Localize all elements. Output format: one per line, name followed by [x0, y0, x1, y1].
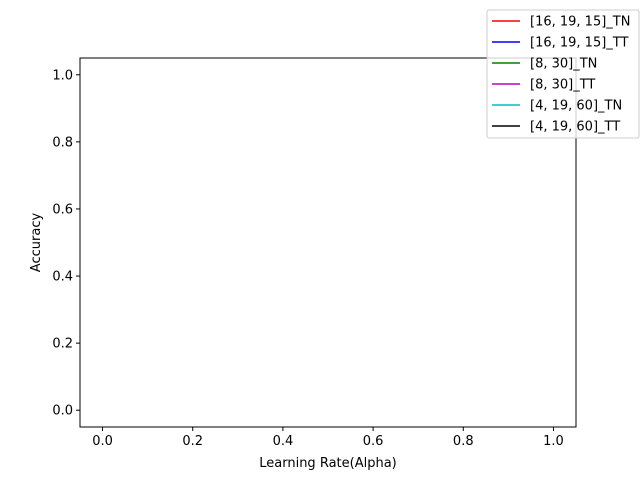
legend-label: [4, 19, 60]_TT — [530, 120, 620, 135]
x-tick-label: 0.0 — [92, 434, 113, 449]
x-tick-label: 0.6 — [363, 434, 384, 449]
legend-label: [4, 19, 60]_TN — [530, 99, 622, 114]
y-tick-label: 0.4 — [52, 270, 73, 285]
x-tick-label: 0.8 — [453, 434, 474, 449]
legend-label: [16, 19, 15]_TT — [530, 36, 629, 51]
legend-label: [8, 30]_TT — [530, 78, 595, 93]
x-tick-label: 0.2 — [182, 434, 203, 449]
legend: [16, 19, 15]_TN [16, 19, 15]_TT [8, 30]_TN… — [486, 9, 640, 139]
legend-label: [16, 19, 15]_TN — [530, 15, 630, 30]
x-tick-label: 1.0 — [543, 434, 564, 449]
y-tick-label: 1.0 — [52, 68, 73, 83]
y-tick-label: 0.6 — [52, 202, 73, 217]
legend-box — [486, 9, 640, 139]
y-axis: 0.0 0.2 0.4 0.6 0.8 1.0 — [52, 68, 80, 419]
legend-label: [8, 30]_TN — [530, 57, 597, 72]
x-axis-label: Learning Rate(Alpha) — [259, 456, 396, 471]
x-tick-label: 0.4 — [273, 434, 294, 449]
y-tick-label: 0.0 — [52, 404, 73, 419]
x-axis: 0.0 0.2 0.4 0.6 0.8 1.0 — [92, 427, 564, 449]
y-tick-label: 0.2 — [52, 337, 73, 352]
y-tick-label: 0.8 — [52, 135, 73, 150]
y-axis-label: Accuracy — [29, 213, 44, 273]
